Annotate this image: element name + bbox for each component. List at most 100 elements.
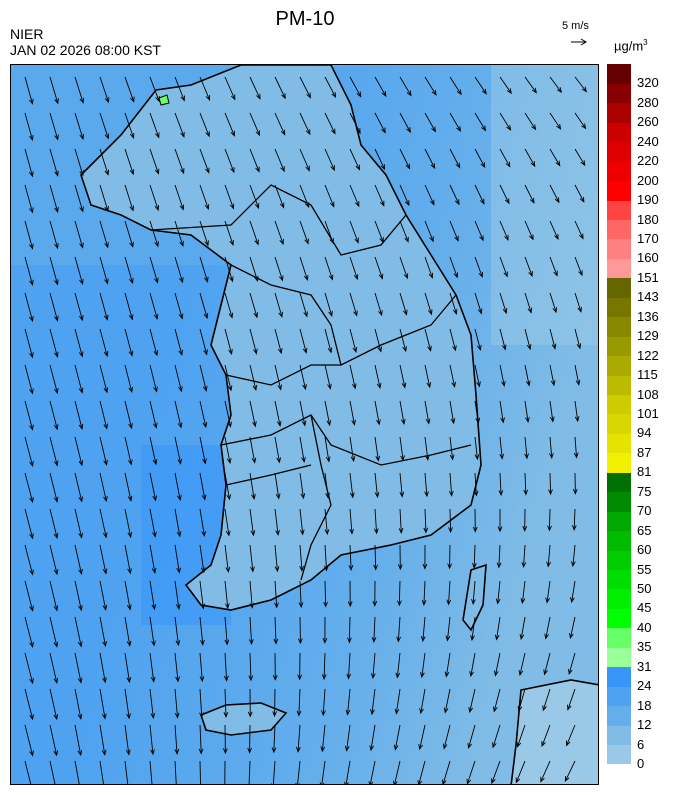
- wind-arrow: [124, 472, 133, 502]
- wind-arrow: [374, 256, 384, 280]
- colorbar-segment: [607, 627, 631, 648]
- wind-arrow: [49, 724, 59, 757]
- wind-arrow: [492, 724, 501, 749]
- wind-arrow: [399, 472, 405, 498]
- wind-arrow: [471, 544, 477, 569]
- wind-arrow: [471, 580, 476, 606]
- wind-arrow: [174, 112, 185, 138]
- wind-arrow: [469, 652, 476, 678]
- wind-arrow: [199, 580, 206, 610]
- wind-arrow: [399, 148, 411, 170]
- wind-arrow: [549, 256, 558, 277]
- wind-arrow: [542, 688, 551, 712]
- wind-arrow: [24, 472, 34, 504]
- wind-arrow: [299, 544, 304, 572]
- wind-arrow: [324, 364, 332, 390]
- wind-arrow: [149, 76, 160, 103]
- wind-arrow: [49, 760, 56, 784]
- wind-arrow: [524, 112, 537, 131]
- wind-arrow: [149, 220, 159, 248]
- wind-arrow: [374, 472, 380, 499]
- wind-arrow: [574, 400, 580, 423]
- wind-arrow: [199, 292, 209, 320]
- wind-arrow: [518, 652, 526, 677]
- colorbar-label: 0: [637, 756, 645, 771]
- wind-arrow: [124, 112, 135, 139]
- wind-arrow: [74, 688, 83, 720]
- colorbar-label: 320: [637, 75, 659, 91]
- colorbar-segment: [607, 491, 631, 512]
- wind-arrow: [473, 472, 479, 497]
- colorbar-segment: [607, 550, 631, 571]
- colorbar-segment: [607, 686, 631, 707]
- wind-arrow: [174, 616, 181, 647]
- wind-arrow: [546, 544, 551, 568]
- wind-arrow: [570, 580, 576, 604]
- wind-arrow: [349, 292, 358, 317]
- wind-arrow: [549, 184, 560, 204]
- colorbar-label: 35: [637, 639, 652, 655]
- wind-arrow: [149, 256, 159, 284]
- wind-arrow: [274, 148, 285, 173]
- wind-arrow: [424, 436, 430, 462]
- wind-arrow: [49, 436, 59, 467]
- wind-arrow: [99, 652, 107, 684]
- wind-arrow: [274, 544, 280, 573]
- wind-arrow: [349, 184, 360, 208]
- wind-arrow: [174, 472, 182, 502]
- wind-arrow: [571, 544, 576, 568]
- wind-arrow: [499, 220, 509, 241]
- wind-vectors: [24, 76, 588, 784]
- wind-arrow: [544, 616, 551, 640]
- wind-arrow: [374, 328, 383, 353]
- wind-arrow: [524, 328, 532, 351]
- wind-arrow: [224, 508, 231, 537]
- wind-arrow: [324, 148, 335, 172]
- wind-arrow: [224, 472, 232, 501]
- wind-arrow: [522, 508, 528, 532]
- map-title: PM-10: [275, 8, 335, 30]
- wind-arrow: [49, 544, 59, 576]
- wind-arrow: [124, 508, 133, 539]
- wind-arrow: [496, 544, 502, 569]
- wind-arrow: [395, 652, 401, 679]
- wind-arrow: [124, 76, 135, 103]
- wind-arrow: [99, 328, 109, 358]
- colorbar-label: 260: [637, 114, 659, 130]
- datetime-label: JAN 02 2026 08:00 KST: [10, 42, 161, 58]
- wind-arrow: [74, 256, 84, 286]
- wind-arrow: [564, 760, 576, 783]
- wind-arrow: [99, 580, 108, 611]
- wind-arrow: [124, 364, 134, 394]
- wind-arrow: [324, 220, 334, 245]
- wind-arrow: [549, 292, 557, 314]
- wind-arrow: [499, 436, 505, 460]
- wind-arrow: [443, 688, 451, 714]
- wind-arrow: [199, 652, 205, 683]
- wind-arrow: [417, 760, 426, 784]
- wind-arrow: [124, 544, 132, 575]
- wind-arrow: [574, 112, 587, 130]
- wind-arrow: [74, 652, 83, 684]
- wind-arrow: [296, 724, 301, 753]
- wind-arrow: [574, 256, 583, 277]
- wind-arrow: [99, 256, 109, 285]
- wind-arrow: [299, 256, 309, 282]
- wind-arrow: [49, 328, 59, 358]
- wind-arrow: [573, 436, 579, 459]
- organization-label: NIER: [10, 26, 44, 42]
- wind-arrow: [224, 436, 232, 465]
- wind-arrow: [272, 688, 277, 718]
- wind-arrow: [299, 220, 309, 245]
- wind-arrow: [474, 364, 481, 388]
- wind-arrow: [324, 184, 335, 208]
- wind-arrow: [149, 652, 156, 683]
- colorbar-segment: [607, 511, 631, 532]
- wind-reference-label: 5 m/s: [562, 20, 589, 32]
- wind-arrow: [397, 580, 402, 607]
- colorbar-label: 31: [637, 658, 652, 674]
- wind-arrow: [99, 148, 110, 176]
- colorbar-label: 190: [637, 192, 659, 208]
- wind-arrow: [74, 400, 84, 431]
- wind-arrow: [374, 112, 386, 134]
